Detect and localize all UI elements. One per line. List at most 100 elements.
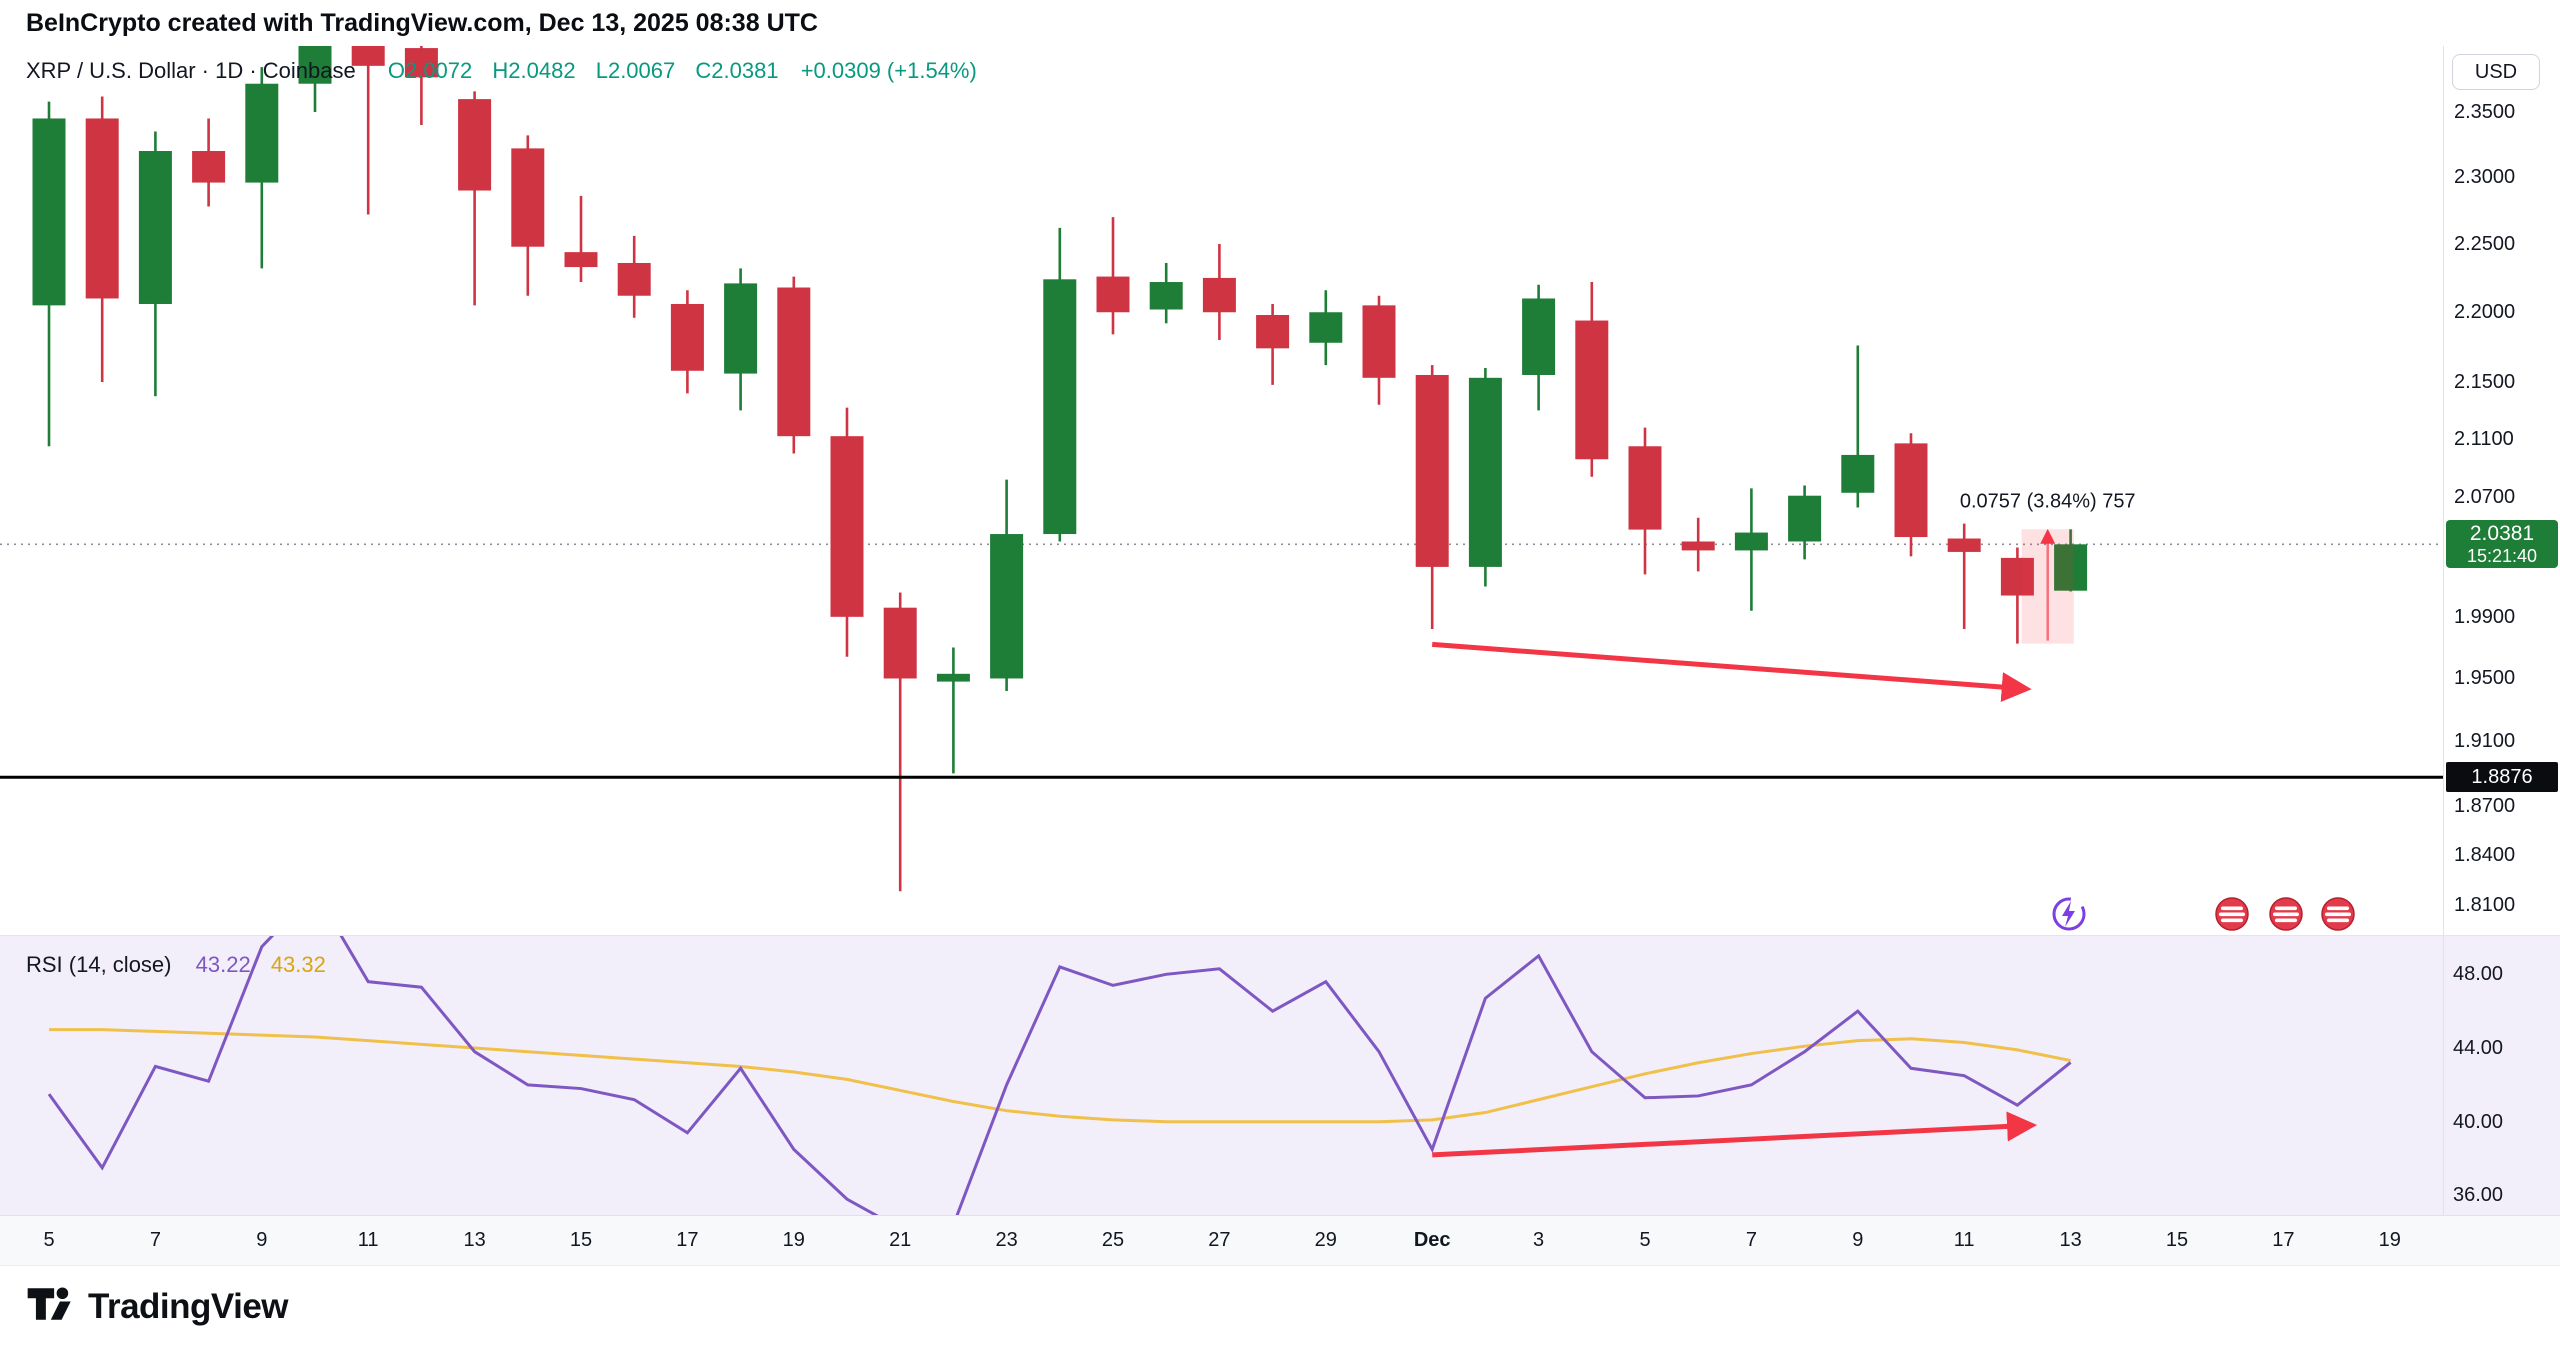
candle-down — [511, 135, 545, 296]
time-tick: 13 — [2059, 1229, 2082, 1251]
close-label: C — [695, 58, 712, 83]
candle-down — [1628, 427, 1662, 575]
price-tick: 1.9500 — [2454, 667, 2516, 690]
price-tick: 2.2500 — [2454, 233, 2516, 256]
price-tick: 2.3000 — [2454, 166, 2516, 189]
flash-icon — [2049, 894, 2089, 935]
price-tick: 1.9900 — [2454, 605, 2516, 628]
downtrend-arrow — [1432, 641, 2032, 703]
time-tick: 5 — [1639, 1229, 1651, 1251]
price-tick: 1.8100 — [2454, 893, 2516, 916]
time-tick: 29 — [1314, 1229, 1337, 1251]
time-tick: 9 — [1852, 1229, 1864, 1251]
price-tick: 1.8400 — [2454, 843, 2516, 866]
candle-down — [1202, 244, 1236, 340]
candle-down — [1415, 365, 1449, 630]
time-tick: 21 — [889, 1229, 912, 1251]
time-tick: Dec — [1413, 1229, 1451, 1251]
rsi-ma-line — [49, 1028, 2071, 1124]
time-tick: 9 — [256, 1229, 268, 1251]
candle-up — [1149, 262, 1183, 324]
candle-down — [404, 46, 438, 125]
high-value: 2.0482 — [508, 58, 576, 83]
rsi-ma-value: 43.32 — [270, 952, 326, 977]
candle-down — [351, 46, 385, 215]
price-tick: 2.2000 — [2454, 301, 2516, 324]
rsi-chart-canvas[interactable] — [0, 936, 2443, 1216]
candle-down — [1947, 523, 1981, 630]
change-value: +0.0309 (+1.54%) — [800, 58, 977, 83]
price-tick: 1.8700 — [2454, 794, 2516, 817]
candle-up — [32, 101, 66, 447]
candle-down — [564, 195, 598, 283]
candle-up — [990, 479, 1024, 691]
candle-down — [192, 118, 226, 207]
time-tick: 17 — [2272, 1229, 2295, 1251]
last-price-value: 2.0381 — [2469, 521, 2535, 545]
time-tick: 15 — [569, 1229, 593, 1251]
candlestick-chart-canvas[interactable]: 0.0757 (3.84%) 757 — [0, 46, 2443, 935]
currency-usd-button[interactable]: USD — [2452, 54, 2540, 90]
low-value: 2.0067 — [607, 58, 676, 83]
rsi-title: RSI (14, close) — [26, 952, 172, 977]
candle-down — [1681, 517, 1715, 572]
candle-up — [724, 268, 758, 411]
candle-up — [245, 67, 279, 269]
price-tick: 1.9100 — [2454, 730, 2516, 753]
time-tick: 11 — [1953, 1229, 1975, 1251]
candle-up — [1309, 290, 1343, 366]
candle-up — [298, 46, 332, 112]
candle-up — [1043, 227, 1077, 542]
rsi-tick: 48.00 — [2453, 963, 2504, 986]
rsi-tick: 44.00 — [2453, 1037, 2504, 1060]
time-tick: 7 — [1745, 1229, 1757, 1251]
candle-down — [617, 235, 651, 318]
candle-up — [1522, 284, 1556, 411]
chart-legend: XRP / U.S. Dollar · 1D · Coinbase O2.007… — [26, 58, 977, 84]
rsi-trend-arrow — [1432, 1111, 2038, 1158]
candle-up — [2054, 529, 2088, 592]
candle-down — [830, 407, 864, 657]
bar-countdown: 15:21:40 — [2466, 546, 2538, 567]
candle-down — [458, 91, 492, 306]
time-tick: 19 — [2378, 1229, 2401, 1251]
candle-down — [883, 592, 917, 892]
rsi-tick: 36.00 — [2453, 1184, 2504, 1207]
time-tick: 5 — [43, 1229, 55, 1251]
time-tick: 13 — [463, 1229, 486, 1251]
symbol-title: XRP / U.S. Dollar · 1D · Coinbase — [26, 58, 356, 83]
time-tick: 23 — [995, 1229, 1018, 1251]
rsi-pane[interactable]: RSI (14, close) 43.22 43.32 48.00 44.00 40… — [0, 935, 2560, 1216]
time-axis[interactable]: 5 7 9 11 13 15 17 19 21 23 25 27 29 Dec 3 5 7 9 11 13 15 17 19 — [0, 1215, 2560, 1266]
attribution-bar: BeInCrypto created with TradingView.com,… — [0, 0, 2560, 46]
red-striped-ball-icon — [2214, 896, 2250, 935]
tradingview-logo-icon[interactable] — [26, 1283, 74, 1330]
price-tick: 2.0700 — [2454, 486, 2516, 509]
last-price-badge: 2.0381 15:21:40 — [2446, 520, 2558, 569]
price-axis[interactable]: USD 2.3500 2.3000 2.2500 2.2000 2.1500 2.1100… — [2443, 46, 2560, 935]
time-tick: 11 — [357, 1229, 379, 1251]
tradingview-wordmark[interactable]: TradingView — [88, 1286, 289, 1326]
candle-up — [1841, 345, 1875, 508]
main-price-pane[interactable]: 0.0757 (3.84%) 757 XRP / U.S. Dollar · 1… — [0, 46, 2443, 935]
attribution-text: BeInCrypto created with TradingView.com,… — [26, 8, 818, 37]
rsi-tick: 40.00 — [2453, 1110, 2504, 1133]
time-tick: 7 — [149, 1229, 161, 1251]
red-striped-ball-icon — [2320, 896, 2356, 935]
measure-annotation: 0.0757 (3.84%) 757 — [1960, 490, 2136, 644]
footer-bar: TradingView — [0, 1266, 2560, 1347]
red-striped-ball-icon — [2268, 896, 2304, 935]
time-tick: 17 — [676, 1229, 699, 1251]
candle-down — [670, 290, 704, 394]
candle-down — [85, 96, 119, 383]
time-tick: 27 — [1208, 1229, 1231, 1251]
candle-down — [1362, 295, 1396, 405]
support-level-badge: 1.8876 — [2446, 762, 2558, 793]
candle-up — [138, 131, 172, 397]
rsi-value: 43.22 — [195, 952, 251, 977]
candle-down — [1894, 433, 1928, 557]
candle-up — [1788, 485, 1822, 560]
time-tick: 3 — [1533, 1229, 1545, 1251]
candle-down — [1575, 282, 1609, 477]
